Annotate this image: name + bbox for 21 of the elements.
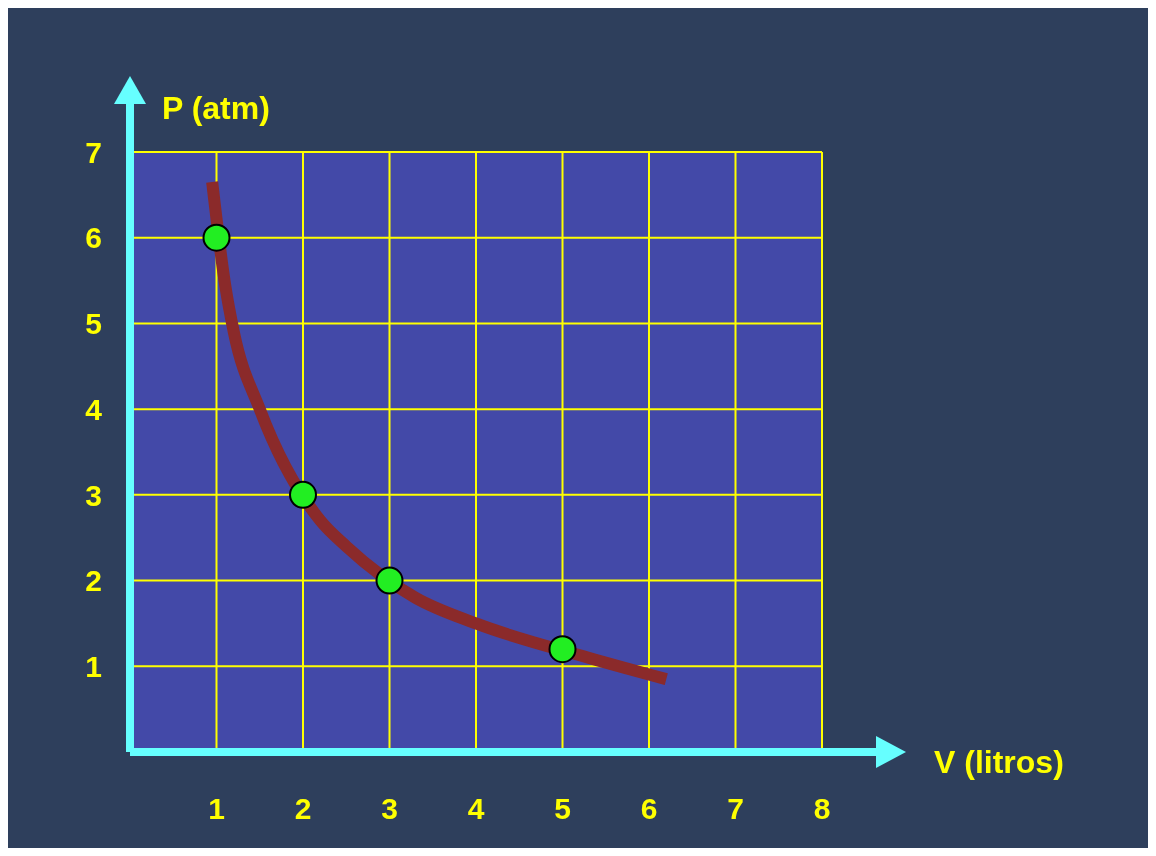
point — [289, 480, 317, 509]
point — [202, 223, 231, 252]
y-tick-label: 1 — [85, 649, 102, 683]
y-axis-title: P (atm) — [162, 90, 270, 127]
x-tick-label: 4 — [467, 792, 485, 826]
x-tick-label: 3 — [381, 792, 398, 826]
point — [548, 635, 577, 664]
y-tick-label: 2 — [85, 564, 102, 598]
y-tick-label: 4 — [85, 392, 103, 426]
x-tick-label: 6 — [640, 792, 658, 826]
x-tick-label: 8 — [813, 792, 831, 826]
x-tick-label: 2 — [294, 792, 312, 826]
y-tick-label: 5 — [85, 307, 102, 341]
x-axis-title: V (litros) — [934, 744, 1064, 781]
point — [375, 566, 404, 595]
x-tick-label: 5 — [554, 792, 571, 826]
x-tick-label: 1 — [208, 792, 225, 826]
y-tick-label: 3 — [85, 478, 102, 512]
y-tick-label: 7 — [85, 135, 102, 169]
x-tick-label: 7 — [727, 792, 744, 826]
y-tick-label: 6 — [85, 221, 102, 255]
